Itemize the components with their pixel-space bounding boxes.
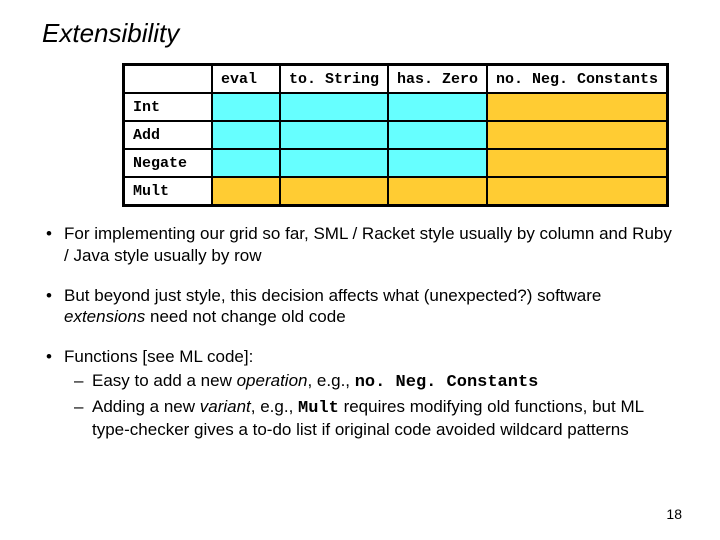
bullet-text: , e.g., xyxy=(307,371,354,390)
bullet-item: But beyond just style, this decision aff… xyxy=(42,285,678,329)
grid-cell xyxy=(487,93,668,121)
grid-cell xyxy=(388,177,487,206)
grid-col-header: eval xyxy=(212,65,280,94)
grid-cell xyxy=(280,93,388,121)
bullet-item: For implementing our grid so far, SML / … xyxy=(42,223,678,267)
inline-code: no. Neg. Constants xyxy=(355,373,539,392)
grid-cell xyxy=(280,121,388,149)
grid-corner xyxy=(124,65,213,94)
bullet-em: variant xyxy=(200,397,251,416)
grid-cell xyxy=(212,93,280,121)
grid-row-header: Int xyxy=(124,93,213,121)
grid-cell xyxy=(212,149,280,177)
grid-row-header: Negate xyxy=(124,149,213,177)
grid-col-header: no. Neg. Constants xyxy=(487,65,668,94)
grid-cell xyxy=(388,121,487,149)
bullet-text: Functions [see ML code]: xyxy=(64,347,253,366)
grid-cell xyxy=(212,177,280,206)
bullet-em: extensions xyxy=(64,307,145,326)
sub-bullet-list: Easy to add a new operation, e.g., no. N… xyxy=(64,370,678,441)
grid-cell xyxy=(487,177,668,206)
sub-bullet-item: Easy to add a new operation, e.g., no. N… xyxy=(64,370,678,394)
extensibility-grid: eval to. String has. Zero no. Neg. Const… xyxy=(122,63,669,207)
bullet-em: operation xyxy=(237,371,308,390)
grid-cell xyxy=(388,93,487,121)
grid-row-header: Add xyxy=(124,121,213,149)
grid-cell xyxy=(388,149,487,177)
inline-code: Mult xyxy=(298,399,339,418)
grid-cell xyxy=(487,149,668,177)
bullet-list: For implementing our grid so far, SML / … xyxy=(42,223,678,441)
bullet-item: Functions [see ML code]: Easy to add a n… xyxy=(42,346,678,441)
bullet-text: But beyond just style, this decision aff… xyxy=(64,286,601,305)
grid-cell xyxy=(212,121,280,149)
bullet-text: Easy to add a new xyxy=(92,371,237,390)
bullet-text: , e.g., xyxy=(251,397,298,416)
grid-col-header: to. String xyxy=(280,65,388,94)
grid-cell xyxy=(280,149,388,177)
slide-title: Extensibility xyxy=(42,18,678,49)
bullet-text: need not change old code xyxy=(145,307,345,326)
bullet-text: For implementing our grid so far, SML / … xyxy=(64,224,672,265)
grid-cell xyxy=(280,177,388,206)
sub-bullet-item: Adding a new variant, e.g., Mult require… xyxy=(64,396,678,442)
grid-row-header: Mult xyxy=(124,177,213,206)
page-number: 18 xyxy=(666,506,682,522)
grid-col-header: has. Zero xyxy=(388,65,487,94)
bullet-text: Adding a new xyxy=(92,397,200,416)
grid-cell xyxy=(487,121,668,149)
